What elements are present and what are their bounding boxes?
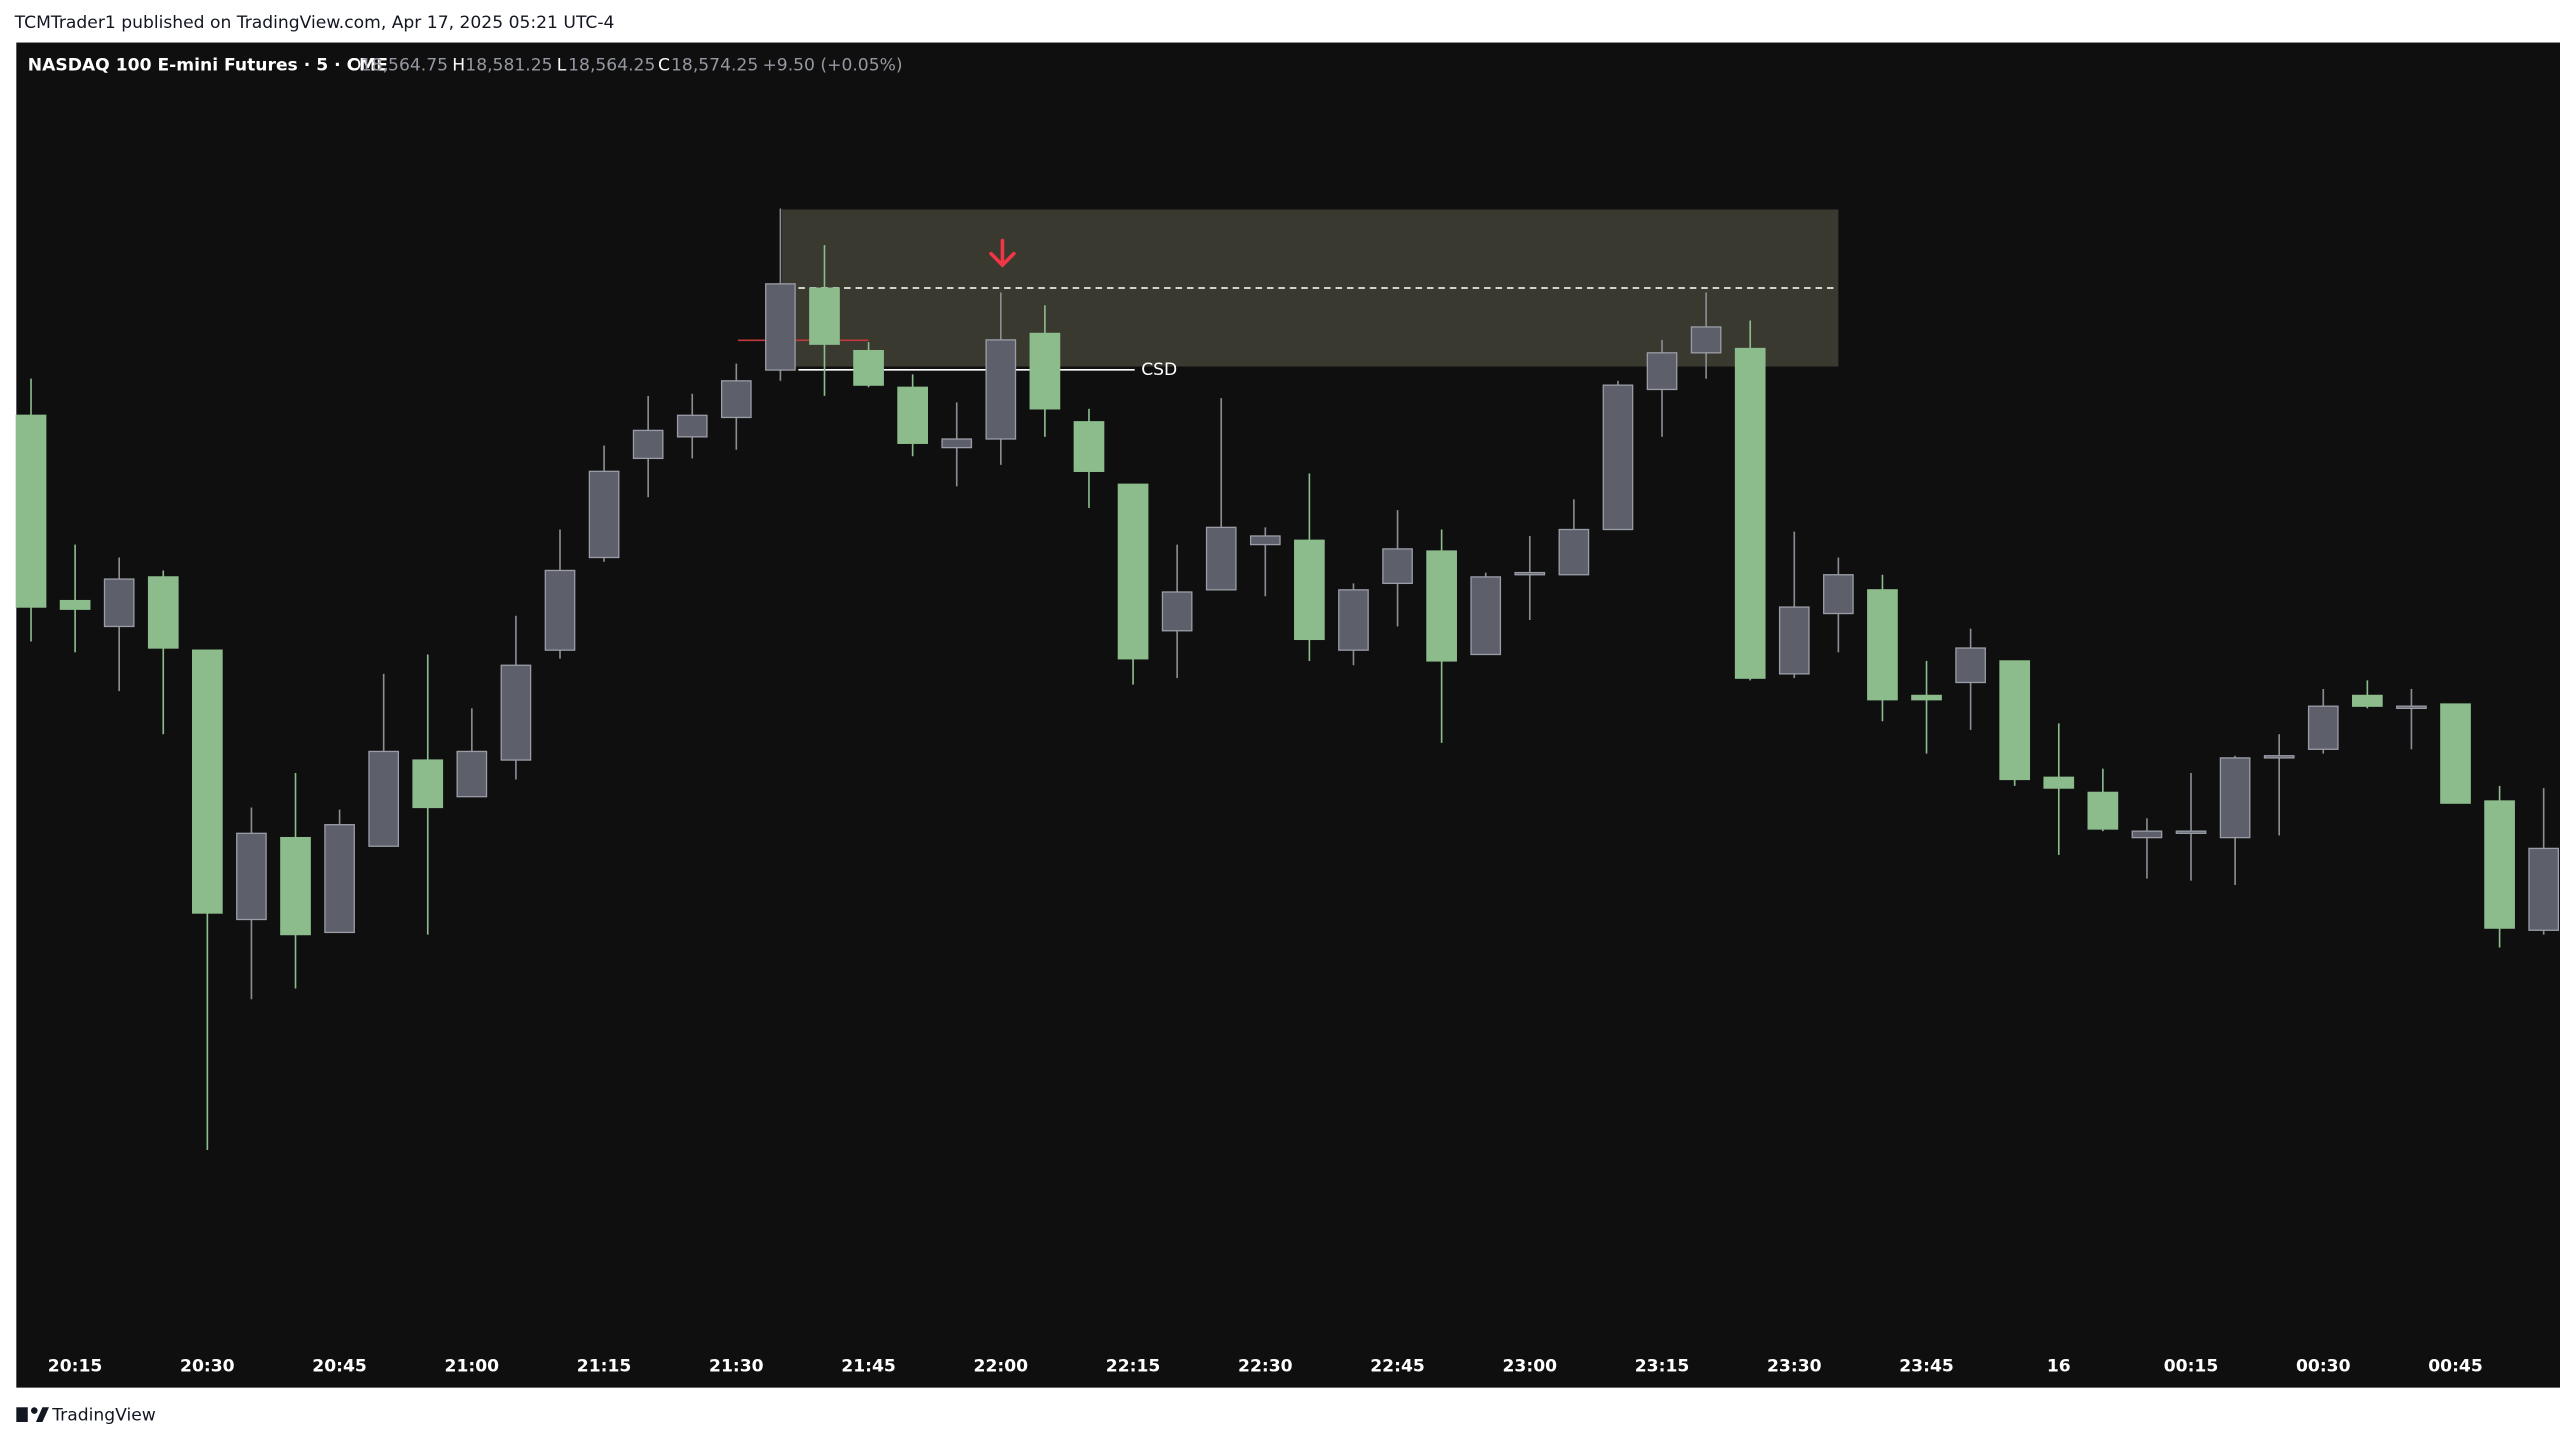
red-arrow: [989, 238, 1016, 268]
candle-body: [1426, 550, 1457, 662]
candle-body: [236, 832, 267, 921]
candle-body: [676, 414, 708, 438]
candle-body: [1778, 606, 1810, 675]
footer-logo: [16, 1407, 49, 1422]
candle-body: [15, 414, 47, 608]
x-tick-label: 20:45: [312, 1356, 367, 1376]
candle-body: [1382, 548, 1413, 585]
candle-body: [588, 470, 620, 559]
candle-body: [1249, 535, 1281, 546]
candle-body: [2528, 847, 2560, 931]
publisher-line: TCMTrader1 published on TradingView.com,…: [14, 13, 615, 33]
candle-body: [2219, 757, 2251, 839]
candles: [15, 208, 2560, 1151]
candle-body: [897, 386, 928, 444]
candle-body: [1646, 352, 1678, 391]
candle-body: [192, 649, 223, 914]
x-tick-label: 23:15: [1635, 1356, 1690, 1376]
candle-body: [456, 750, 488, 798]
ohlc-value: 18,581.25: [465, 55, 552, 75]
candle-body: [1294, 539, 1325, 641]
candle-body: [1161, 591, 1193, 632]
candle-body: [2484, 800, 2515, 929]
change: +9.50 (+0.05%): [762, 55, 902, 75]
candle-body: [59, 599, 91, 610]
x-tick-label: 22:45: [1370, 1356, 1425, 1376]
candle-body: [1470, 576, 1502, 656]
ohlc-label: L: [557, 55, 567, 75]
candle-body: [2043, 776, 2075, 789]
candle-body: [765, 283, 796, 371]
x-tick-label: 00:45: [2428, 1356, 2483, 1376]
candle-body: [720, 380, 752, 419]
candle-body: [1823, 574, 1854, 615]
symbol: NASDAQ 100 E-mini Futures · 5 · CME: [28, 55, 388, 75]
legend: NASDAQ 100 E-mini Futures · 5 · CME O 18…: [28, 55, 903, 75]
ohlc-value: 18,574.25: [671, 55, 758, 75]
candle-body: [2263, 755, 2295, 759]
x-tick-label: 23:30: [1767, 1356, 1822, 1376]
x-tick-label: 23:45: [1899, 1356, 1954, 1376]
candle-body: [2307, 705, 2339, 750]
candle-body: [809, 287, 840, 345]
x-tick-label: 00:15: [2164, 1356, 2219, 1376]
ohlc-label: H: [452, 55, 465, 75]
candle-body: [544, 569, 576, 651]
candle-body: [1867, 589, 1898, 701]
candle-body: [1955, 647, 1986, 684]
x-tick-label: 23:00: [1503, 1356, 1558, 1376]
candle-body: [941, 438, 973, 449]
candle-body: [1690, 326, 1722, 354]
candle-body: [1514, 571, 1546, 576]
candle-body: [632, 429, 664, 460]
candle-body: [1734, 347, 1766, 679]
candle-body: [147, 576, 179, 649]
candle-body: [412, 759, 444, 809]
ohlc-value: 18,564.25: [568, 55, 655, 75]
candle-body: [1117, 483, 1149, 660]
candle-body: [2396, 705, 2427, 709]
candle-body: [2175, 830, 2207, 834]
x-tick-label: 21:30: [709, 1356, 764, 1376]
candle-body: [1205, 526, 1237, 591]
candle-body: [1999, 660, 2031, 781]
candle-body: [368, 750, 400, 847]
x-tick-label: 21:45: [841, 1356, 896, 1376]
candle-body: [853, 350, 884, 386]
x-tick-label: 22:30: [1238, 1356, 1293, 1376]
x-tick-label: 20:15: [48, 1356, 103, 1376]
x-tick-label: 21:00: [445, 1356, 500, 1376]
csd-label: CSD: [1141, 360, 1177, 380]
candle-body: [1911, 694, 1942, 701]
candle-body: [2440, 703, 2471, 804]
candle-body: [1558, 528, 1590, 576]
candle-body: [1602, 384, 1634, 531]
candle-body: [280, 836, 311, 936]
footer-brand[interactable]: TradingView: [51, 1405, 156, 1425]
candle-body: [103, 578, 135, 628]
x-tick-label: 22:15: [1106, 1356, 1161, 1376]
candle-body: [985, 339, 1017, 440]
candle-body: [1073, 421, 1105, 472]
ohlc-value: 18,564.75: [361, 55, 448, 75]
ohlc-label: C: [658, 55, 670, 75]
candle-body: [2087, 791, 2119, 830]
candle-body: [2131, 830, 2163, 839]
candle-body: [324, 824, 355, 934]
candle-body: [2352, 694, 2383, 707]
x-tick-label: 16: [2047, 1356, 2071, 1376]
x-tick-label: 20:30: [180, 1356, 235, 1376]
x-tick-label: 22:00: [974, 1356, 1029, 1376]
ohlc-label: O: [348, 55, 362, 75]
candle-body: [1338, 589, 1369, 651]
x-tick-label: 00:30: [2296, 1356, 2351, 1376]
x-tick-label: 21:15: [577, 1356, 632, 1376]
candle-body: [1029, 332, 1061, 410]
candle-body: [500, 664, 532, 761]
